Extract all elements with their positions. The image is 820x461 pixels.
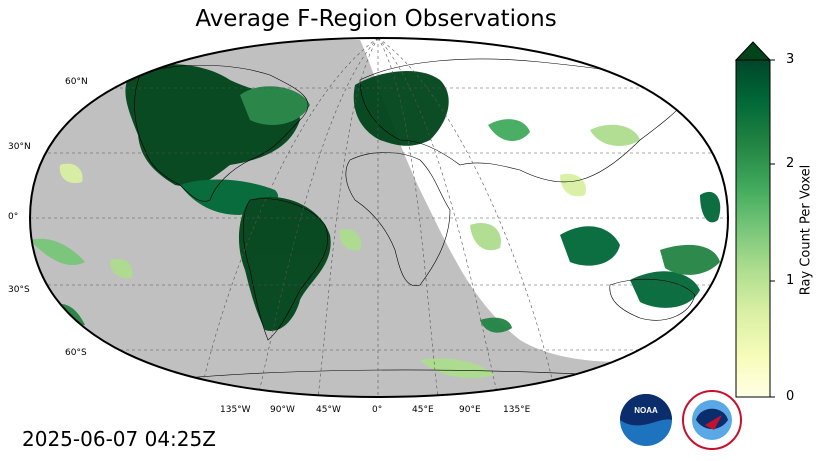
timestamp: 2025-06-07 04:25Z — [22, 427, 216, 451]
lon-label-45w: 45°W — [316, 405, 341, 415]
map-title: Average F-Region Observations — [195, 6, 557, 32]
lon-label-135e: 135°E — [503, 405, 531, 415]
noaa-logo: NOAA — [620, 394, 672, 446]
lon-label-0: 0° — [372, 405, 382, 415]
colorbar-tick-0: 0 — [786, 389, 795, 404]
lat-label-60s: 60°S — [65, 348, 87, 358]
colorbar-label: Ray Count Per Voxel — [798, 164, 814, 296]
observation-density — [30, 64, 721, 379]
colorbar-tick-3: 3 — [786, 52, 795, 67]
lon-label-135w: 135°W — [220, 405, 251, 415]
graticule — [30, 38, 728, 397]
lat-label-0: 0° — [8, 212, 18, 222]
lon-label-90w: 90°W — [270, 405, 295, 415]
lat-label-60n: 60°N — [65, 77, 88, 87]
colorbar-tick-1: 1 — [786, 273, 795, 288]
globe-outline — [28, 36, 730, 399]
svg-text:NOAA: NOAA — [634, 406, 658, 415]
colorbar-extend-arrow — [734, 41, 772, 61]
colorbar-tick-2: 2 — [786, 156, 795, 171]
lat-label-30s: 30°S — [8, 285, 30, 295]
colorbar-fill — [735, 59, 771, 398]
colorbar — [734, 41, 775, 398]
nws-logo — [682, 390, 742, 450]
lon-label-90e: 90°E — [459, 405, 481, 415]
lat-label-30n: 30°N — [8, 142, 31, 152]
lon-label-45e: 45°E — [412, 405, 434, 415]
